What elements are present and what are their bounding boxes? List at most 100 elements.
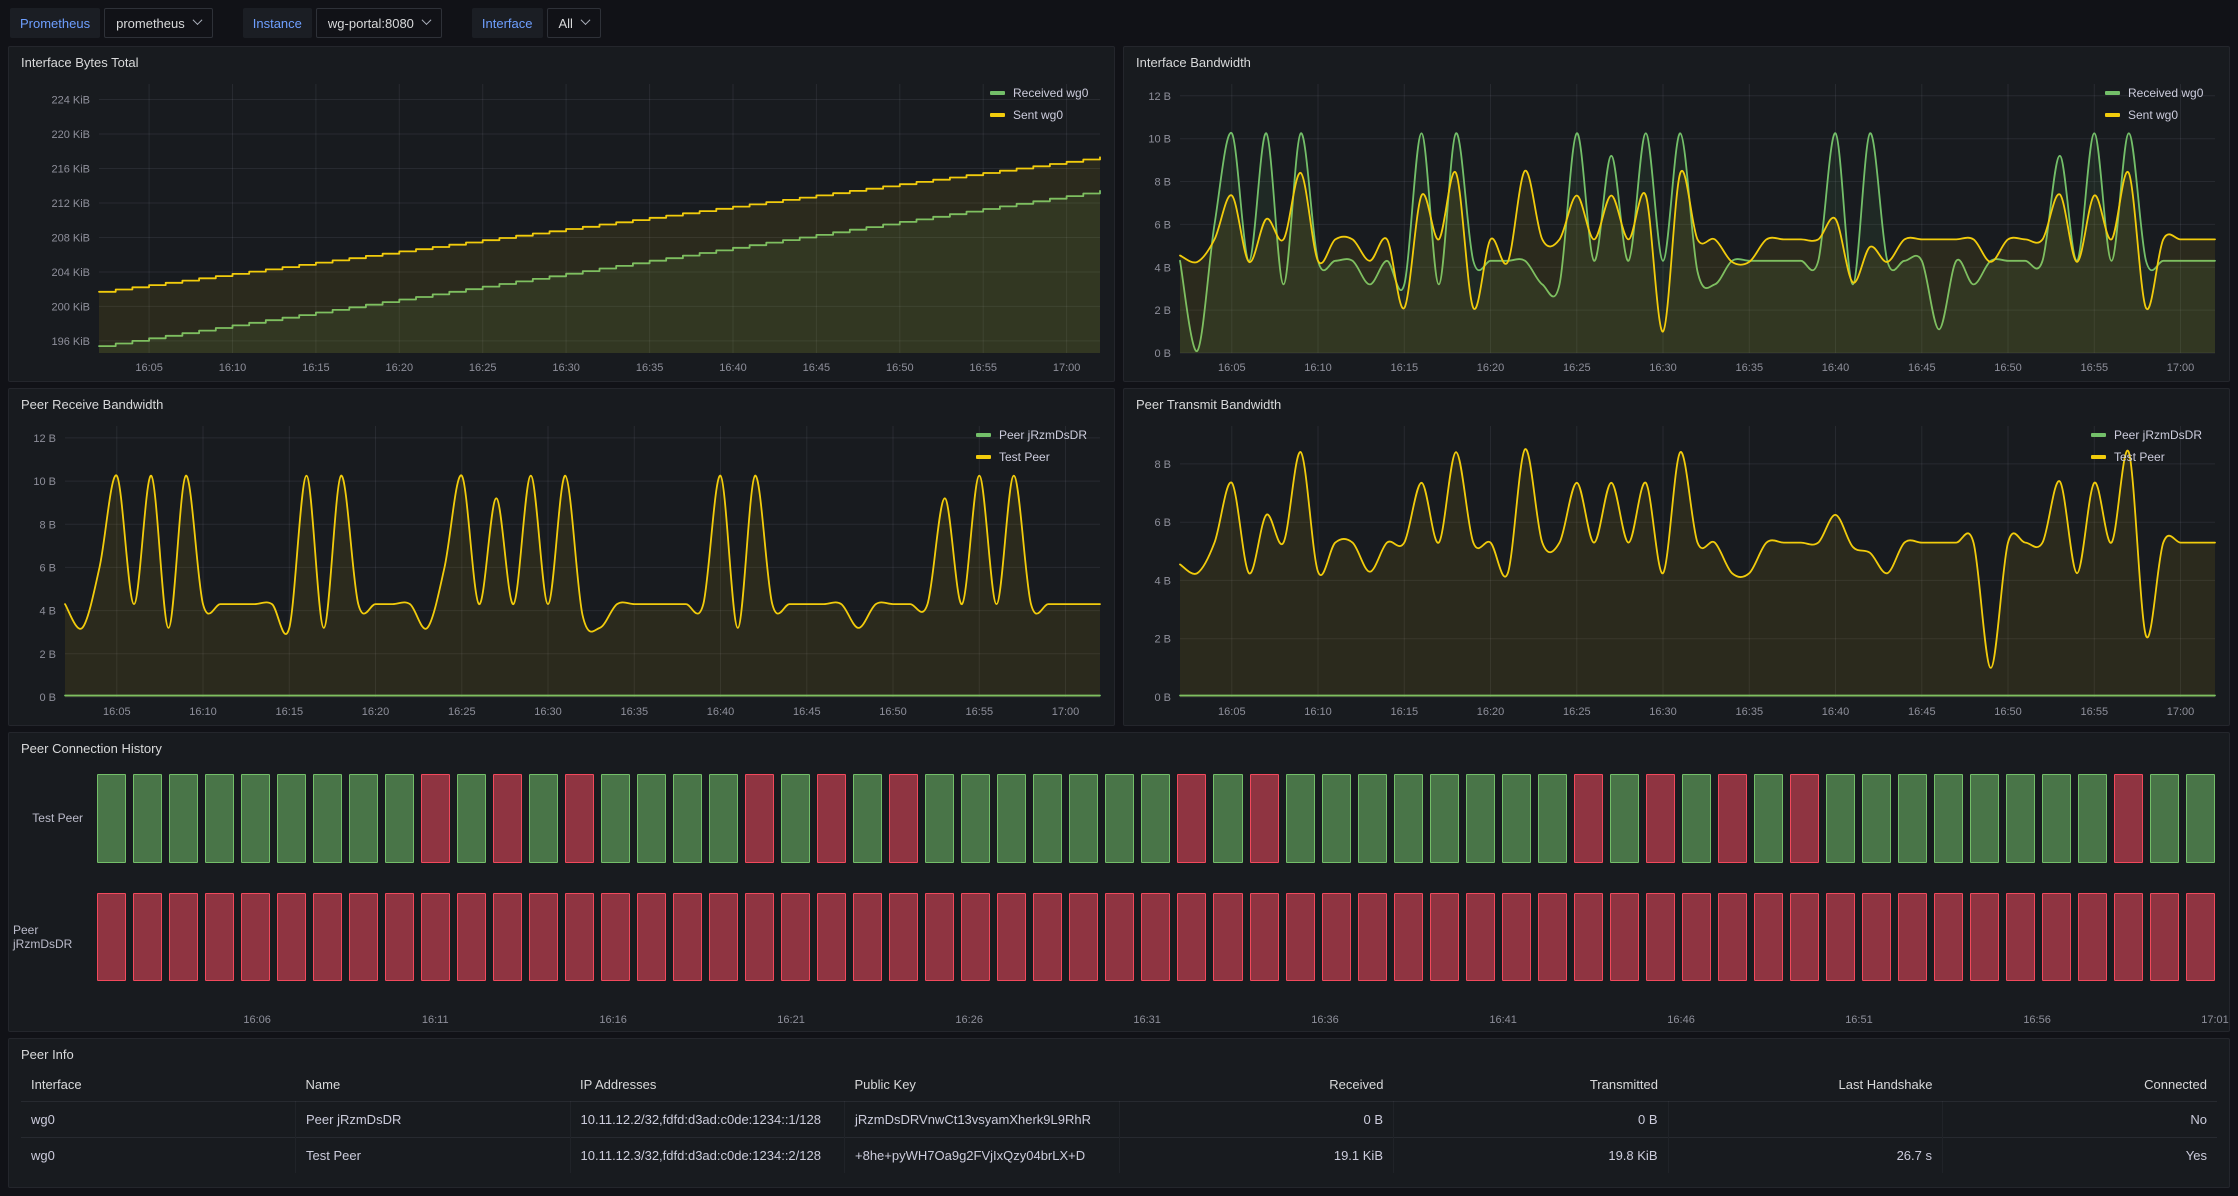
panel-interface-bandwidth: Interface Bandwidth 0 B 2 B 4 B 6 B 8 B 10 B 1…: [1123, 46, 2230, 382]
variable-value-instance: wg-portal:8080: [327, 15, 414, 31]
column-header-transmitted[interactable]: Transmitted: [1589, 1077, 1658, 1092]
timeline-state-connected: [709, 774, 739, 863]
variable-label-instance[interactable]: Instance: [242, 8, 312, 38]
svg-text:16:30: 16:30: [534, 706, 562, 718]
svg-text:17:00: 17:00: [2167, 362, 2195, 374]
legend-item-sent-wg0[interactable]: Sent wg0: [990, 108, 1102, 122]
timeline-state-disconnected: [313, 892, 343, 981]
legend-item-peer-jrzmdsdr[interactable]: Peer jRzmDsDR: [976, 428, 1102, 442]
column-header-interface[interactable]: Interface: [31, 1077, 82, 1092]
timeline-state-disconnected: [1033, 892, 1063, 981]
column-header-connected[interactable]: Connected: [2144, 1077, 2207, 1092]
svg-text:208 KiB: 208 KiB: [51, 233, 90, 245]
legend-item-sent-wg0[interactable]: Sent wg0: [2105, 108, 2217, 122]
timeline-state-connected: [1069, 774, 1099, 863]
timeline-state-disconnected: [565, 774, 595, 863]
variable-select-prometheus[interactable]: prometheus: [104, 8, 213, 38]
timeline-state-disconnected: [169, 892, 199, 981]
chart-canvas: 0 B 2 B 4 B 6 B 8 B 10 B 12 B 16:05 16:10 16:15 16…: [33, 426, 1101, 718]
variable-select-instance[interactable]: wg-portal:8080: [315, 8, 442, 38]
svg-text:16:25: 16:25: [469, 362, 497, 374]
timeline-state-disconnected: [1717, 892, 1747, 981]
column-header-ip-addresses[interactable]: IP Addresses: [580, 1077, 657, 1092]
timeline-state-disconnected: [745, 892, 775, 981]
legend-item-received-wg0[interactable]: Received wg0: [990, 86, 1102, 100]
svg-text:8 B: 8 B: [1154, 459, 1171, 471]
timeline-state-connected: [1681, 774, 1711, 863]
svg-text:200 KiB: 200 KiB: [51, 301, 90, 313]
cell-ip-addresses: 10.11.12.3/32,fdfd:d3ad:c0de:1234::2/128: [570, 1137, 845, 1173]
cell-received: 19.1 KiB: [1119, 1137, 1394, 1173]
timeline-state-disconnected: [493, 774, 523, 863]
legend-series-label: Sent wg0: [2128, 108, 2179, 122]
column-header-last-handshake[interactable]: Last Handshake: [1838, 1077, 1933, 1092]
state-timeline-chart[interactable]: Test Peer Peer jRzmDsDR 16:06 16:11 16:16 1…: [9, 760, 2229, 1031]
timeline-state-disconnected: [1861, 892, 1891, 981]
legend-item-peer-jrzmdsdr[interactable]: Peer jRzmDsDR: [2091, 428, 2217, 442]
panel-title[interactable]: Peer Transmit Bandwidth: [1136, 397, 1282, 412]
timeline-state-connected: [2185, 774, 2215, 863]
variable-label-interface[interactable]: Interface: [471, 8, 543, 38]
panel-title[interactable]: Interface Bytes Total: [21, 55, 139, 70]
svg-text:16:40: 16:40: [1822, 706, 1850, 718]
panel-peer-receive-bandwidth: Peer Receive Bandwidth 0 B 2 B 4 B 6 B 8 B 10…: [8, 388, 1115, 726]
variable-select-interface[interactable]: All: [546, 8, 601, 38]
timeline-state-disconnected: [2113, 774, 2143, 863]
variable-value-prometheus: prometheus: [116, 15, 185, 31]
time-series-chart[interactable]: 196 KiB 200 KiB 204 KiB 208 KiB 212 KiB 216 K…: [11, 74, 1101, 379]
table-row: wg0 Peer jRzmDsDR 10.11.12.2/32,fdfd:d3ad:…: [21, 1101, 2217, 1138]
timeline-state-disconnected: [997, 892, 1027, 981]
timeline-state-connected: [241, 774, 271, 863]
column-header-name[interactable]: Name: [305, 1077, 341, 1092]
svg-text:6 B: 6 B: [1154, 517, 1171, 529]
timeline-state-connected: [1321, 774, 1351, 863]
timeline-state-connected: [205, 774, 235, 863]
timeline-state-disconnected: [1933, 892, 1963, 981]
timeline-state-disconnected: [1573, 774, 1603, 863]
timeline-state-connected: [277, 774, 307, 863]
column-header-public-key[interactable]: Public Key: [854, 1077, 916, 1092]
timeline-state-disconnected: [817, 892, 847, 981]
legend: Peer jRzmDsDR Test Peer: [976, 416, 1108, 723]
svg-text:16:45: 16:45: [1908, 706, 1936, 718]
timeline-axis-label: 17:01: [2201, 1014, 2229, 1026]
legend-item-test-peer[interactable]: Test Peer: [2091, 450, 2217, 464]
time-series-chart[interactable]: 0 B 2 B 4 B 6 B 8 B 10 B 12 B 16:05 16:10 16:15 16…: [1126, 74, 2216, 379]
timeline-axis-label: 16:16: [599, 1014, 627, 1026]
timeline-state-disconnected: [1465, 892, 1495, 981]
legend-series-swatch: [990, 113, 1005, 117]
panel-title[interactable]: Peer Receive Bandwidth: [21, 397, 164, 412]
timeline-state-connected: [385, 774, 415, 863]
timeline-state-disconnected: [1645, 892, 1675, 981]
timeline-state-connected: [997, 774, 1027, 863]
timeline-state-disconnected: [1069, 892, 1099, 981]
timeline-state-connected: [601, 774, 631, 863]
timeline-state-disconnected: [637, 892, 667, 981]
svg-text:16:55: 16:55: [969, 362, 997, 374]
cell-public-key: jRzmDsDRVnwCt13vsyamXherk9L9RhR: [844, 1101, 1120, 1138]
legend-series-label: Received wg0: [2128, 86, 2204, 100]
timeline-state-disconnected: [709, 892, 739, 981]
panel-title[interactable]: Peer Info: [21, 1047, 74, 1062]
panel-title[interactable]: Peer Connection History: [21, 741, 162, 756]
svg-text:16:45: 16:45: [793, 706, 821, 718]
svg-text:16:30: 16:30: [1649, 706, 1677, 718]
variable-label-prometheus[interactable]: Prometheus: [10, 8, 101, 38]
svg-text:17:00: 17:00: [1053, 362, 1081, 374]
time-series-chart[interactable]: 0 B 2 B 4 B 6 B 8 B 16:05 16:10 16:15 16:20 16:25…: [1126, 416, 2216, 723]
timeline-state-disconnected: [1609, 892, 1639, 981]
timeline-axis-label: 16:46: [1667, 1014, 1695, 1026]
cell-last-handshake: [1668, 1101, 1943, 1138]
svg-text:16:10: 16:10: [189, 706, 217, 718]
peer-info-table-wrap: Interface Name IP Addresses Public Key Recei…: [9, 1066, 2229, 1187]
timeline-state-disconnected: [1681, 892, 1711, 981]
legend-item-test-peer[interactable]: Test Peer: [976, 450, 1102, 464]
variable-prometheus: Prometheus prometheus: [10, 8, 213, 38]
timeline-axis-label: 16:41: [1489, 1014, 1517, 1026]
column-header-received[interactable]: Received: [1329, 1077, 1384, 1092]
timeline-state-disconnected: [1213, 892, 1243, 981]
timeline-state-connected: [529, 774, 559, 863]
panel-title[interactable]: Interface Bandwidth: [1136, 55, 1251, 70]
time-series-chart[interactable]: 0 B 2 B 4 B 6 B 8 B 10 B 12 B 16:05 16:10 16:15 16…: [11, 416, 1101, 723]
legend-item-received-wg0[interactable]: Received wg0: [2105, 86, 2217, 100]
